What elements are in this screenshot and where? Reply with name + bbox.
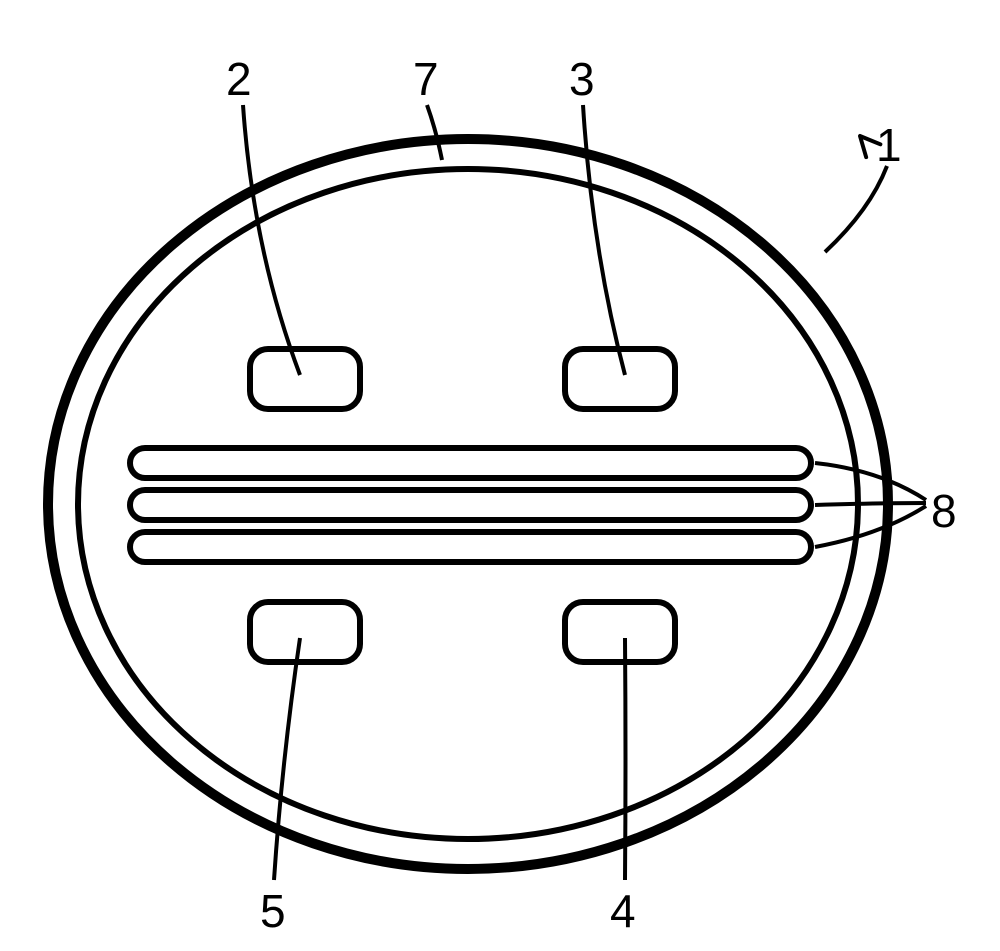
label-2: 2 [226,52,252,106]
label-8: 8 [931,484,957,538]
label-7: 7 [413,52,439,106]
technical-diagram [0,0,1000,951]
label-4: 4 [610,884,636,938]
label-5: 5 [260,884,286,938]
label-3: 3 [569,52,595,106]
label-1: 1 [876,118,902,172]
